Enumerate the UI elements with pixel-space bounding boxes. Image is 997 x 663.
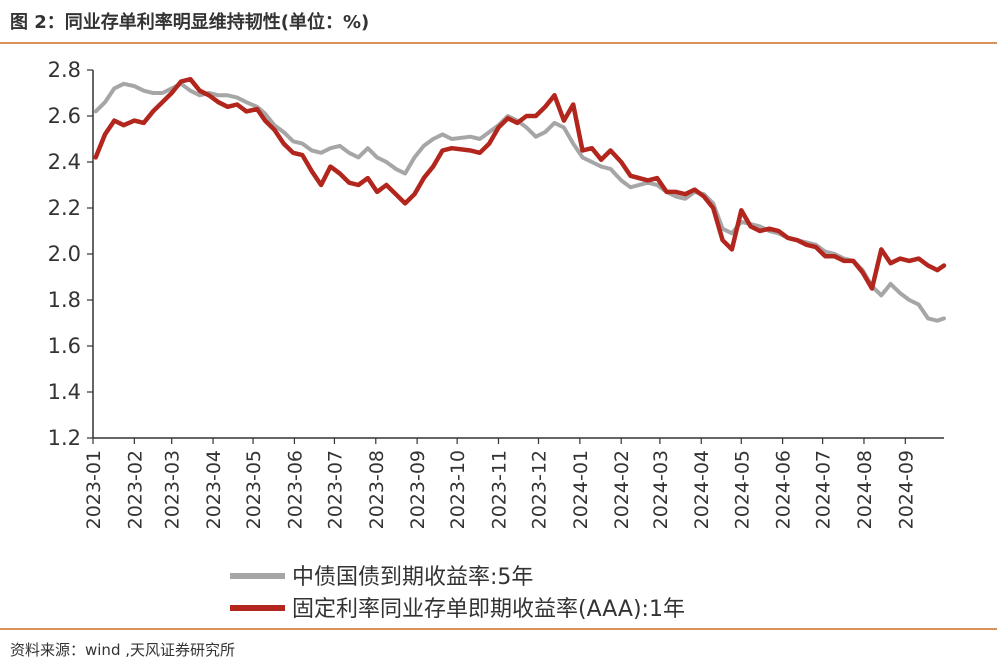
- legend-label: 中债国债到期收益率:5年: [292, 565, 533, 590]
- x-tick-label: 2023-06: [284, 450, 306, 529]
- y-tick-label: 2.8: [48, 58, 81, 82]
- y-tick-label: 2.4: [48, 150, 81, 174]
- x-tick-label: 2024-02: [611, 450, 633, 529]
- y-tick-label: 2.0: [48, 242, 81, 266]
- x-tick-label: 2023-11: [488, 450, 510, 529]
- series-layer: [93, 76, 947, 323]
- y-tick-label: 1.8: [48, 288, 81, 312]
- x-tick-label: 2023-04: [203, 450, 225, 529]
- series-line-red: [93, 76, 947, 291]
- x-tick-label: 2023-09: [407, 450, 429, 529]
- footer-divider: [0, 628, 997, 630]
- x-tick-label: 2023-10: [447, 450, 469, 529]
- y-tick-label: 1.2: [48, 426, 81, 450]
- x-tick-label: 2024-03: [650, 450, 672, 529]
- x-tick-label: 2024-08: [854, 450, 876, 529]
- x-tick-label: 2023-05: [243, 450, 265, 529]
- y-tick-label: 2.6: [48, 104, 81, 128]
- y-tick-label: 2.2: [48, 196, 81, 220]
- x-tick-label: 2023-03: [162, 450, 184, 529]
- x-tick-label: 2024-09: [895, 450, 917, 529]
- x-axis: 2023-01 2023-02 2023-03 2023-04 2023-05 2023-…: [83, 437, 944, 529]
- x-tick-label: 2023-02: [124, 450, 146, 529]
- x-tick-label: 2024-04: [691, 450, 713, 529]
- y-tick-label: 1.4: [48, 380, 81, 404]
- x-tick-label: 2023-07: [324, 450, 346, 529]
- source-note: 资料来源：wind ,天风证券研究所: [10, 641, 236, 659]
- header-divider: [0, 42, 997, 44]
- y-axis: 2.8 2.6 2.4 2.2 2.0 1.8 1.6 1.4 1.2: [48, 58, 94, 450]
- chart-title: 图 2：同业存单利率明显维持韧性(单位：%): [10, 12, 370, 33]
- x-tick-label: 2023-08: [366, 450, 388, 529]
- x-tick-label: 2023-12: [529, 450, 551, 529]
- x-tick-label: 2024-05: [731, 450, 753, 529]
- x-tick-label: 2024-06: [773, 450, 795, 529]
- x-tick-label: 2023-01: [83, 450, 105, 529]
- x-tick-label: 2024-07: [813, 450, 835, 529]
- y-tick-label: 1.6: [48, 334, 81, 358]
- x-tick-label: 2024-01: [570, 450, 592, 529]
- legend-label: 固定利率同业存单即期收益率(AAA):1年: [292, 597, 685, 622]
